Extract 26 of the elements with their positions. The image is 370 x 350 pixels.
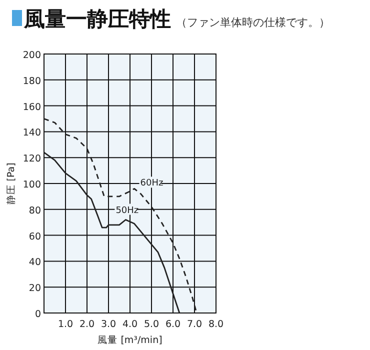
y-tick-label: 160 bbox=[22, 102, 41, 113]
y-tick-label: 120 bbox=[22, 154, 41, 165]
x-tick-label: 7.0 bbox=[186, 319, 202, 330]
y-tick-label: 0 bbox=[34, 309, 41, 320]
x-tick-label: 8.0 bbox=[208, 319, 224, 330]
series-label: 60Hz bbox=[140, 178, 164, 189]
y-tick-label: 200 bbox=[22, 50, 41, 61]
x-tick-label: 4.0 bbox=[122, 319, 138, 330]
text: （ファン単体時の仕様です。） bbox=[176, 16, 330, 29]
y-tick-label: 20 bbox=[28, 283, 41, 294]
y-tick-label: 60 bbox=[28, 231, 41, 242]
chart-title: 風量一静圧特性 bbox=[23, 7, 171, 31]
line-series bbox=[43, 152, 180, 314]
x-tick-label: 5.0 bbox=[144, 319, 160, 330]
y-axis-title: 静圧 [Pa] bbox=[5, 162, 17, 204]
series-label: 50Hz bbox=[116, 206, 139, 216]
y-tick-label: 180 bbox=[22, 76, 41, 87]
x-tick-label: 1.0 bbox=[58, 319, 74, 330]
x-tick-label: 2.0 bbox=[79, 319, 95, 330]
x-axis-title: 風量 [m³/min] bbox=[98, 335, 162, 346]
y-tick-label: 100 bbox=[22, 180, 41, 190]
y-tick-label: 80 bbox=[28, 205, 41, 216]
x-tick-label: 3.0 bbox=[100, 319, 116, 330]
y-tick-label: 40 bbox=[28, 257, 41, 268]
y-tick-label: 140 bbox=[22, 128, 41, 139]
x-tick-label: 6.0 bbox=[165, 319, 181, 330]
